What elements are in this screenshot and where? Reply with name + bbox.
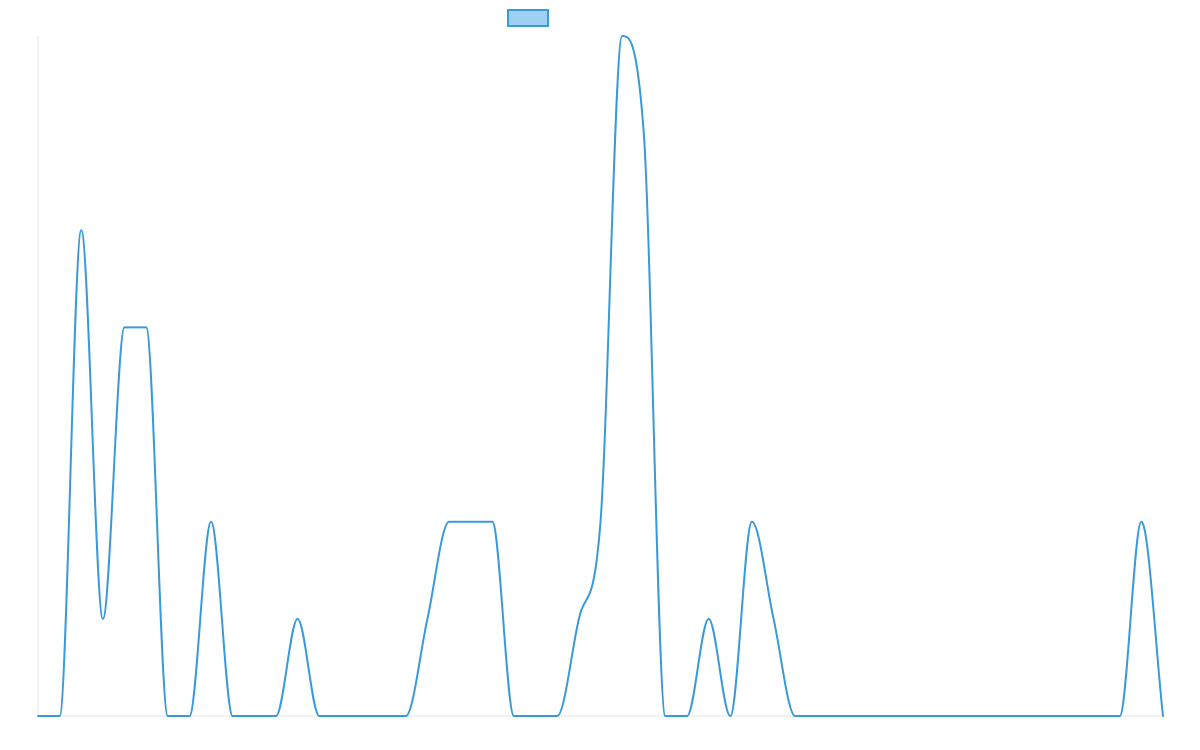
- legend: [507, 9, 549, 27]
- series-group: [37, 35, 1164, 717]
- legend-swatch-0[interactable]: [507, 9, 549, 27]
- series-line-0: [37, 35, 1164, 717]
